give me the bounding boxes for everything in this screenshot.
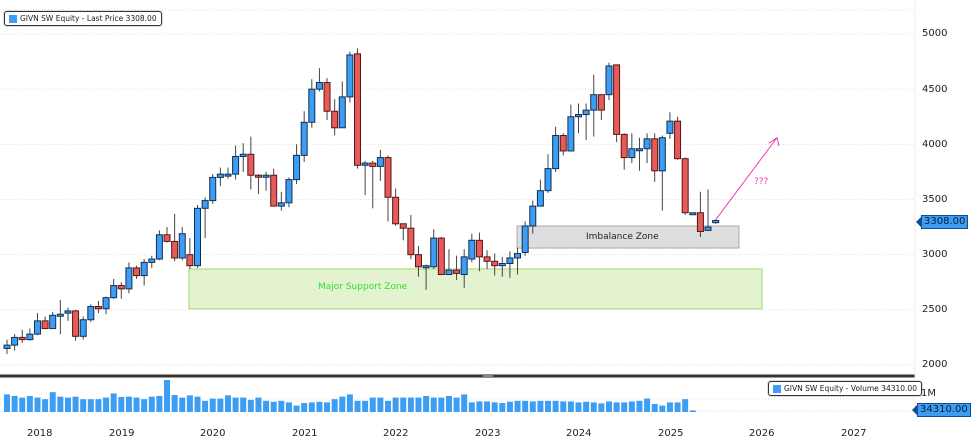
- legend-swatch-icon: [9, 14, 17, 23]
- x-tick-2020: 2020: [200, 428, 226, 439]
- x-tick-2021: 2021: [292, 428, 318, 439]
- y-tick-2000: 2000: [922, 359, 948, 370]
- volume-legend-label: GIVN SW Equity - Volume 34310.00: [784, 384, 917, 393]
- panel-divider-handle[interactable]: [483, 374, 493, 378]
- volume-tick-1m: 1M: [921, 388, 936, 399]
- volume-bars: [4, 380, 696, 412]
- x-tick-2026: 2026: [749, 428, 775, 439]
- last-volume-tag: 34310.00: [912, 403, 971, 417]
- x-tick-2023: 2023: [475, 428, 501, 439]
- y-tick-4500: 4500: [922, 84, 948, 95]
- grid-lines: [0, 9, 915, 412]
- zones: [188, 225, 763, 310]
- price-legend-label: GIVN SW Equity - Last Price 3308.00: [20, 14, 157, 23]
- projection-arrow: [715, 136, 780, 220]
- legend-swatch-icon: [773, 384, 781, 393]
- y-tick-2500: 2500: [922, 304, 948, 315]
- support-zone-label: Major Support Zone: [318, 282, 408, 292]
- x-tick-2024: 2024: [566, 428, 592, 439]
- projection-label: ???: [754, 177, 769, 187]
- candlesticks: [3, 48, 720, 354]
- x-tick-2019: 2019: [109, 428, 135, 439]
- y-tick-3000: 3000: [922, 249, 948, 260]
- x-tick-2025: 2025: [658, 428, 684, 439]
- price-legend: GIVN SW Equity - Last Price 3308.00: [4, 11, 162, 26]
- x-tick-2022: 2022: [383, 428, 409, 439]
- y-tick-5000: 5000: [922, 28, 948, 39]
- y-tick-4000: 4000: [922, 139, 948, 150]
- y-tick-3500: 3500: [922, 194, 948, 205]
- x-tick-2027: 2027: [841, 428, 867, 439]
- last-price-tag: 3308.00: [915, 215, 969, 229]
- x-tick-2018: 2018: [27, 428, 53, 439]
- imbalance-zone-label: Imbalance Zone: [586, 232, 659, 242]
- volume-legend: GIVN SW Equity - Volume 34310.00: [768, 381, 922, 396]
